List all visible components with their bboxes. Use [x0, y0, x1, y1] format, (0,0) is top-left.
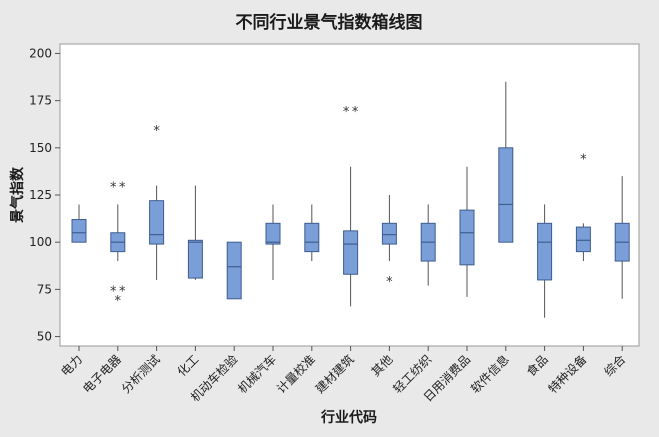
x-axis-label: 行业代码 — [320, 409, 377, 426]
outlier-point: * — [386, 275, 393, 290]
y-axis-label: 景气指数 — [9, 166, 26, 223]
iqr-box — [304, 222, 320, 253]
y-tick-label: 125 — [29, 188, 52, 202]
box-2: * ** ** — [110, 181, 126, 309]
x-tick-label: 软件信息 — [467, 352, 512, 397]
box-13 — [537, 204, 553, 318]
box-15 — [614, 176, 630, 299]
x-tick-label: 计量校准 — [273, 352, 318, 397]
iqr-box — [575, 226, 591, 253]
x-tick-label: 综合 — [601, 352, 629, 380]
iqr-box — [343, 230, 359, 275]
outlier-point: * — [110, 284, 117, 299]
x-tick-label: 分析测试 — [118, 352, 163, 397]
y-tick-label: 150 — [29, 141, 52, 155]
outlier-point: * — [580, 152, 587, 167]
x-tick-label: 建材建筑 — [312, 352, 357, 397]
y-tick-label: 100 — [29, 235, 52, 249]
iqr-box — [459, 209, 475, 266]
plot-area — [59, 43, 640, 347]
x-tick-label: 电子电器 — [80, 352, 124, 396]
box-8: * * — [343, 105, 359, 307]
box-6 — [265, 204, 281, 280]
x-tick-label: 特种设备 — [545, 352, 590, 397]
x-tick-label: 机械汽车 — [235, 352, 280, 397]
box-12 — [498, 81, 514, 243]
box-5 — [226, 241, 242, 300]
box-7 — [304, 204, 320, 262]
y-tick-label: 200 — [29, 46, 52, 60]
x-tick-label: 其他 — [369, 352, 396, 379]
iqr-box — [149, 200, 165, 245]
box-series: * ** **** *** — [71, 81, 630, 318]
iqr-box — [265, 222, 281, 245]
outlier-point: * — [119, 284, 126, 299]
iqr-box — [381, 222, 397, 245]
outlier-point: * — [153, 124, 160, 139]
y-tick-label: 75 — [37, 282, 52, 296]
box-10 — [420, 204, 436, 286]
y-axis: 50 75 100 125 150 175 200 — [29, 46, 60, 344]
box-9: * — [381, 195, 397, 290]
outlier-point: * — [352, 105, 359, 120]
y-tick-label: 50 — [37, 330, 52, 344]
y-tick-label: 175 — [29, 94, 52, 108]
box-1 — [71, 204, 87, 243]
outlier-point: * — [119, 181, 126, 196]
outlier-point: * — [110, 181, 117, 196]
outlier-point: * — [115, 294, 122, 309]
x-tick-label: 电力 — [58, 352, 85, 379]
chart-title: 不同行业景气指数箱线图 — [236, 12, 423, 33]
x-tick-label: 化工 — [175, 352, 202, 379]
box-3: * — [149, 124, 165, 280]
iqr-box — [498, 147, 514, 243]
iqr-box — [71, 219, 87, 243]
box-4 — [187, 185, 203, 280]
box-14: * — [575, 152, 591, 262]
iqr-box — [226, 241, 242, 300]
box-11 — [459, 166, 475, 297]
iqr-box — [187, 239, 203, 279]
iqr-box — [537, 222, 553, 281]
outlier-point: * — [343, 105, 350, 120]
x-tick-label: 食品 — [523, 352, 551, 380]
